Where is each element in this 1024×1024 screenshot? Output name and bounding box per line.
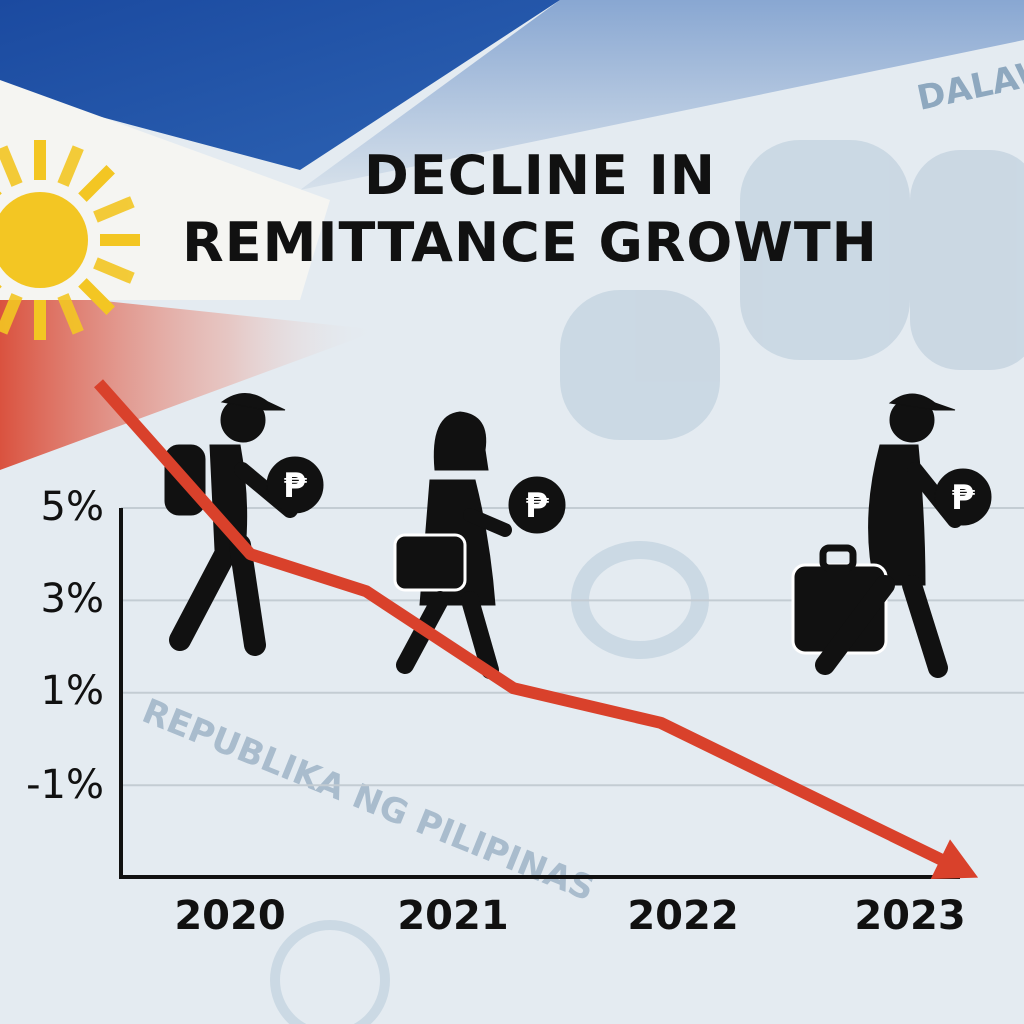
x-tick-label: 2021: [397, 893, 509, 939]
y-tick-label: 3%: [40, 576, 104, 622]
y-tick-label: 1%: [40, 668, 104, 714]
peso-coin-icon: ₱: [525, 486, 549, 526]
peso-coin-icon: ₱: [951, 478, 975, 518]
x-tick-label: 2020: [174, 893, 286, 939]
title-line-2: REMITTANCE GROWTH: [182, 211, 878, 274]
y-tick-label: 5%: [40, 484, 104, 530]
person-with-cap-backpack-icon: ₱: [164, 393, 324, 656]
series-line: [94, 379, 947, 867]
x-tick-label: 2022: [627, 893, 739, 939]
person-with-suitcase-icon: ₱: [791, 393, 992, 678]
y-tick-label: -1%: [26, 762, 104, 808]
x-tick-label: 2023: [854, 893, 966, 939]
peso-coin-icon: ₱: [283, 466, 307, 506]
title-line-1: DECLINE IN: [363, 144, 716, 207]
philippine-sun-icon: [0, 98, 182, 382]
arrow-head: [930, 839, 979, 879]
